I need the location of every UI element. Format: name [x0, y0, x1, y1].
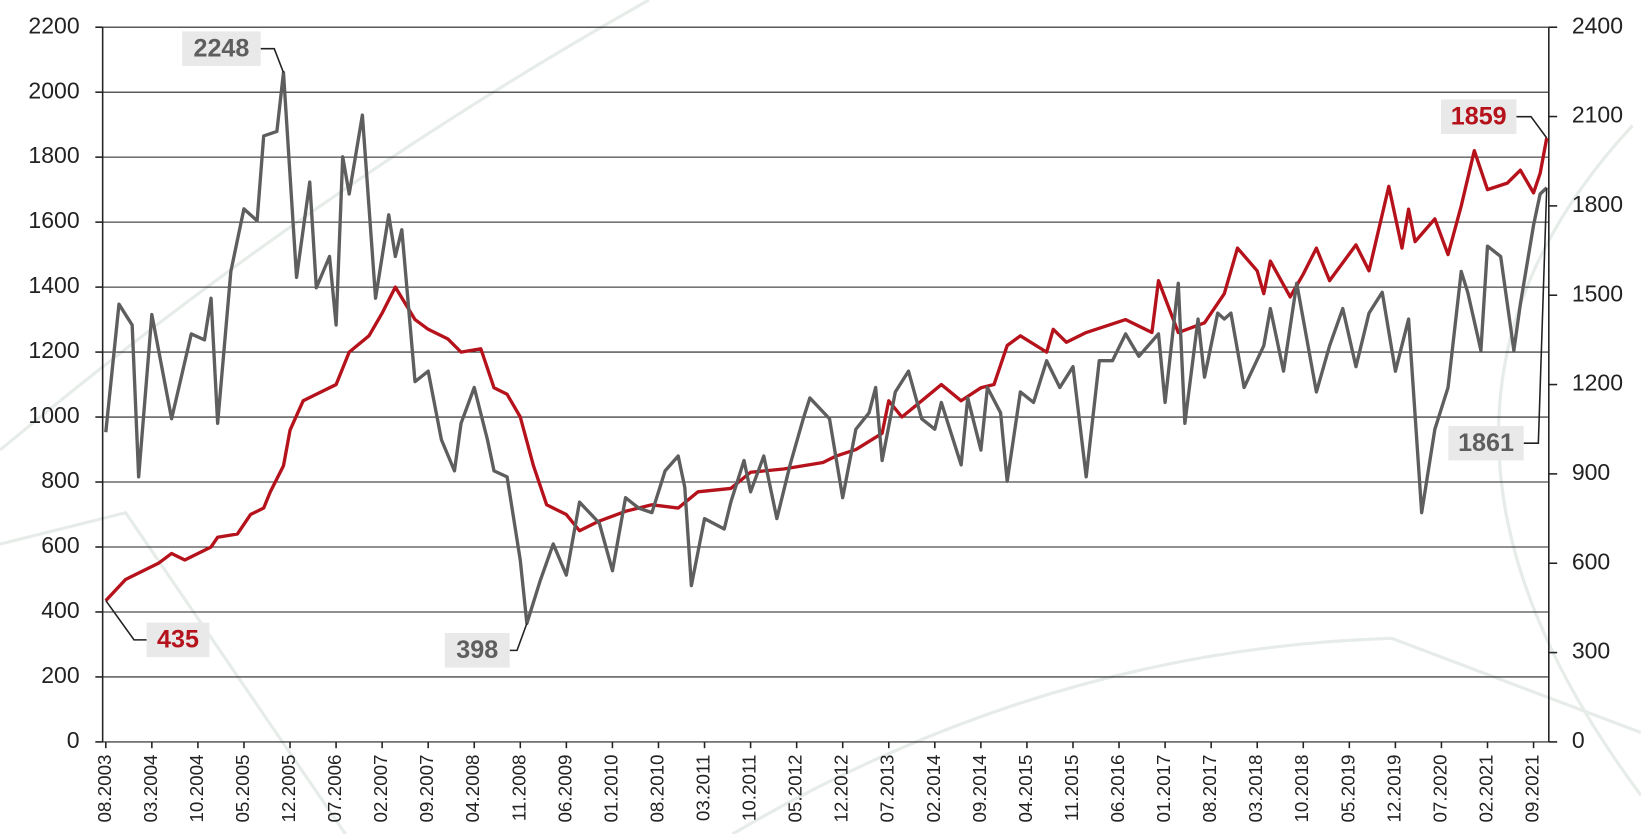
callout-leader: [105, 600, 147, 641]
callout-box: [444, 633, 510, 668]
x-tick-label: 03.2011: [693, 754, 714, 821]
callout-leader: [1516, 115, 1548, 139]
x-tick-label: 02.2021: [1475, 754, 1496, 822]
x-tick-label: 06.2009: [554, 754, 575, 822]
x-tick-label: 01.2010: [600, 754, 621, 822]
y2-tick-label: 1500: [1572, 280, 1623, 306]
y-tick-label: 600: [41, 532, 79, 558]
series-line: [104, 70, 1548, 626]
x-tick-label: 08.2003: [94, 754, 115, 822]
callout-leader: [509, 623, 528, 652]
callout-box: [182, 31, 261, 66]
callout-box: [146, 622, 210, 658]
y2-tick-label: 0: [1572, 727, 1585, 753]
y-tick-label: 1000: [28, 402, 79, 428]
callout-box: [1448, 425, 1524, 461]
x-tick-label: 10.2004: [186, 754, 207, 822]
x-tick-label: 09.2021: [1522, 754, 1543, 822]
x-tick-label: 12.2005: [278, 754, 299, 822]
x-tick-label: 02.2007: [370, 754, 391, 822]
x-tick-label: 11.2015: [1061, 754, 1082, 821]
x-tick-label: 04.2015: [1015, 754, 1036, 822]
decor-arc: [0, 510, 347, 834]
x-tick-label: 02.2014: [923, 754, 944, 822]
decor-arc: [731, 636, 1641, 834]
x-tick-label: 08.2017: [1199, 754, 1220, 822]
x-tick-label: 05.2005: [232, 754, 253, 822]
y-tick-label: 2000: [28, 77, 79, 103]
data-label: 435: [157, 626, 199, 654]
y-tick-label: 1200: [28, 337, 79, 363]
x-tick-label: 04.2008: [462, 754, 483, 822]
x-tick-label: 11.2008: [508, 754, 529, 821]
x-tick-label: 10.2018: [1291, 754, 1312, 822]
callout-leader: [260, 47, 285, 73]
data-label: 2248: [193, 34, 249, 62]
decor-arc: [0, 0, 650, 452]
y2-tick-label: 1800: [1572, 191, 1623, 217]
y2-tick-label: 300: [1572, 638, 1610, 664]
y-tick-label: 1400: [28, 272, 79, 298]
y-tick-label: 2200: [28, 12, 79, 38]
data-label: 1859: [1451, 102, 1507, 130]
y-tick-label: 400: [41, 597, 79, 623]
y2-tick-label: 1200: [1572, 370, 1623, 396]
x-tick-label: 05.2019: [1337, 754, 1358, 822]
y2-tick-label: 2100: [1572, 102, 1623, 128]
series-line: [104, 137, 1549, 602]
x-tick-label: 12.2019: [1383, 754, 1404, 822]
x-tick-label: 03.2018: [1245, 754, 1266, 822]
x-tick-label: 07.2013: [877, 754, 898, 822]
y2-tick-label: 2400: [1572, 12, 1623, 38]
y-tick-label: 0: [67, 727, 80, 753]
x-tick-label: 09.2014: [969, 754, 990, 822]
x-tick-label: 09.2007: [416, 754, 437, 822]
x-tick-label: 08.2010: [646, 754, 667, 822]
y-tick-label: 200: [41, 662, 79, 688]
x-tick-label: 01.2017: [1153, 754, 1174, 822]
y2-tick-label: 900: [1572, 459, 1610, 485]
x-tick-label: 07.2020: [1429, 754, 1450, 822]
x-tick-label: 06.2016: [1107, 754, 1128, 822]
x-tick-label: 03.2004: [140, 754, 161, 822]
data-label: 398: [456, 636, 498, 664]
x-tick-label: 05.2012: [785, 754, 806, 822]
y-tick-label: 1600: [28, 207, 79, 233]
callout-leader: [1523, 187, 1548, 444]
callout-box: [1441, 99, 1517, 134]
x-tick-label: 10.2011: [739, 754, 760, 821]
data-label: 1861: [1458, 429, 1514, 457]
x-tick-label: 07.2006: [324, 754, 345, 822]
y2-tick-label: 600: [1572, 548, 1610, 574]
y-tick-label: 800: [41, 467, 79, 493]
y-tick-label: 1800: [28, 142, 79, 168]
x-tick-label: 12.2012: [831, 754, 852, 822]
